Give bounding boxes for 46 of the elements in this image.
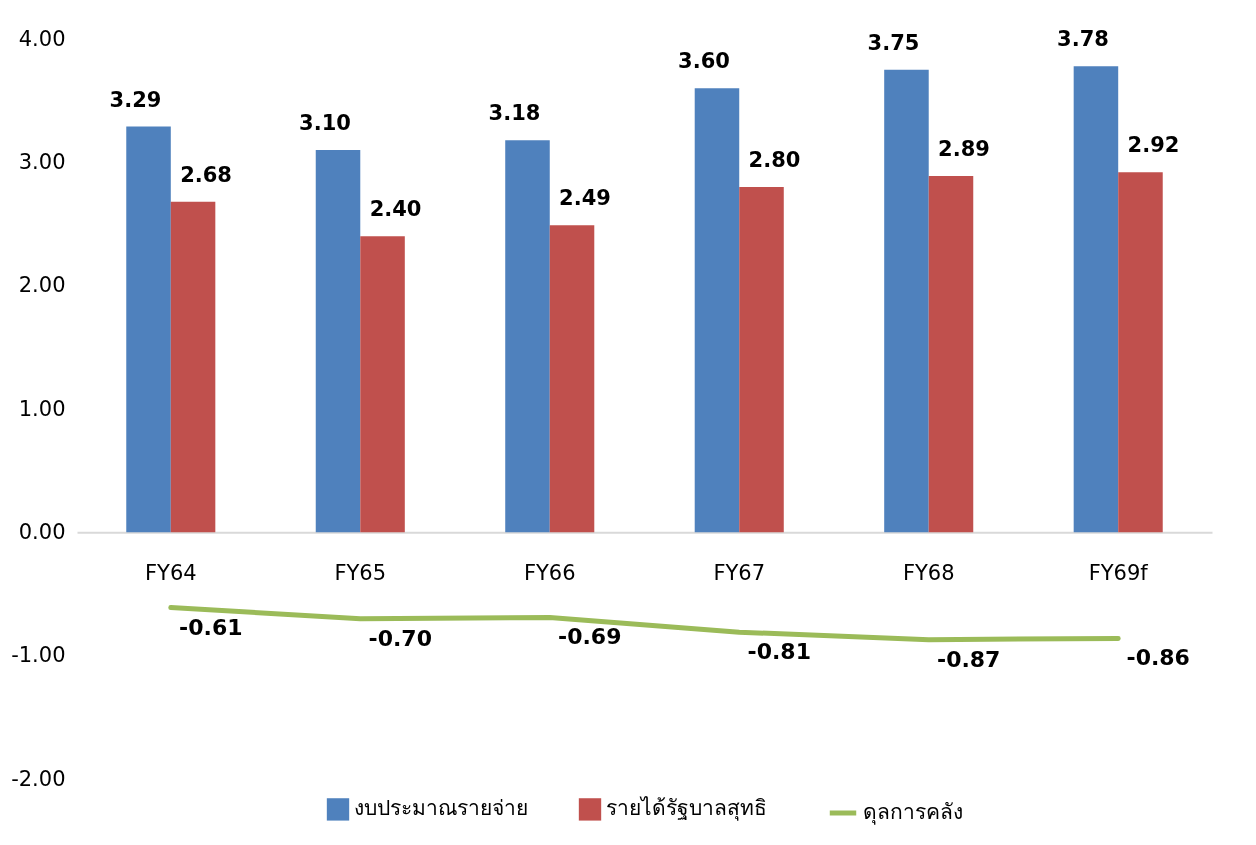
y-tick-label: -2.00: [11, 766, 66, 791]
data-label: 2.80: [748, 148, 801, 172]
data-label: -0.87: [937, 646, 1001, 672]
y-tick-label: -1.00: [11, 643, 66, 668]
bar: [1073, 66, 1119, 533]
data-label: 2.49: [559, 186, 611, 211]
data-label: 3.78: [1057, 27, 1109, 52]
x-tick-label: FY65: [334, 560, 387, 585]
data-label: -0.61: [179, 614, 243, 640]
data-label: -0.86: [1126, 645, 1190, 671]
x-tick-label: FY66: [523, 560, 576, 585]
bar: [505, 140, 550, 533]
data-label: 2.40: [369, 197, 422, 222]
data-label: 2.92: [1127, 133, 1180, 158]
data-label: 2.89: [938, 136, 990, 161]
bar: [360, 236, 405, 533]
bar: [126, 126, 171, 533]
legend-label: งบประมาณรายจ่าย: [354, 796, 528, 821]
bar: [315, 150, 361, 533]
bar: [170, 201, 216, 533]
data-label: 3.18: [488, 101, 541, 126]
y-tick-label: 1.00: [18, 396, 66, 421]
legend-label: ดุลการคลัง: [863, 800, 963, 825]
data-label: -0.70: [368, 625, 432, 651]
legend-label: รายได้รัฐบาลสุทธิ: [606, 796, 767, 822]
x-tick-label: FY67: [713, 560, 766, 585]
x-tick-label: FY64: [144, 560, 197, 585]
bar: [928, 175, 974, 533]
data-label: 3.75: [867, 30, 920, 55]
bar: [694, 88, 740, 533]
data-label: 3.60: [678, 49, 730, 74]
bar: [549, 225, 595, 533]
data-label: 3.10: [299, 111, 351, 135]
x-tick-label: FY68: [902, 560, 955, 585]
bar: [1118, 172, 1163, 533]
bar: [739, 187, 784, 533]
data-label: 3.29: [109, 87, 162, 112]
x-tick-label: FY69f: [1088, 560, 1149, 585]
data-label: -0.69: [558, 624, 622, 650]
bar: [884, 69, 929, 533]
y-tick-label: 4.00: [18, 26, 66, 51]
y-tick-label: 3.00: [18, 149, 66, 174]
y-tick-label: 0.00: [18, 519, 66, 544]
data-label: 2.68: [180, 162, 232, 187]
y-tick-label: 2.00: [18, 273, 66, 298]
data-label: -0.81: [747, 639, 811, 665]
